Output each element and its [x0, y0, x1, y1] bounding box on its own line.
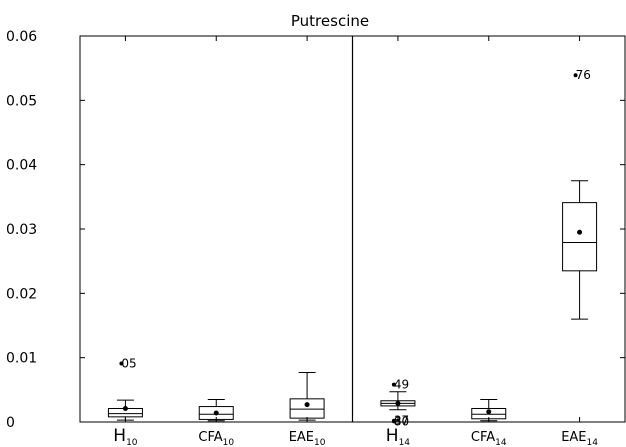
box-iqr — [289, 398, 325, 419]
outlier-label: 76 — [576, 68, 591, 82]
y-tick-label: 0.05 — [6, 93, 37, 109]
mean-dot — [122, 405, 128, 411]
x-tick-label: EAE14 — [561, 430, 598, 447]
mean-dot — [577, 229, 583, 235]
y-tick-label: 0 — [6, 415, 15, 431]
box-group: 05 — [107, 356, 143, 421]
y-tick-label: 0.02 — [6, 286, 37, 302]
outlier-point — [391, 382, 396, 387]
outlier-point — [119, 361, 124, 366]
mean-dot — [486, 409, 492, 415]
y-axis: 0 0.01 0.02 0.03 0.04 0.05 0.06 — [6, 29, 625, 431]
box-iqr — [562, 202, 598, 272]
x-tick-label: H14 — [386, 426, 411, 447]
mean-dot — [395, 400, 401, 406]
box-group — [289, 371, 325, 421]
outlier-label: 49 — [394, 378, 409, 392]
x-tick-label: CFA14 — [471, 430, 507, 447]
mean-dot — [304, 402, 310, 408]
x-axis: H10 CFA10 EAE10 H14 CFA14 EAE14 — [113, 36, 598, 447]
y-tick-label: 0.06 — [6, 29, 37, 45]
outlier-point — [573, 73, 578, 78]
outlier-label: 05 — [121, 356, 136, 370]
y-tick-label: 0.01 — [6, 351, 37, 367]
x-tick-label: H10 — [113, 426, 138, 447]
x-tick-label: CFA10 — [198, 430, 234, 447]
y-tick-label: 0.03 — [6, 222, 37, 238]
mean-dot — [213, 410, 219, 416]
y-tick-label: 0.04 — [6, 158, 37, 174]
box-group: 76 — [562, 68, 598, 320]
chart-title: Putrescine — [291, 12, 369, 30]
x-tick-label: EAE10 — [289, 430, 326, 447]
